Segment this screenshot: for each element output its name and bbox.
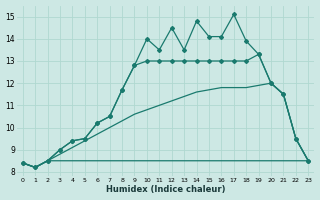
X-axis label: Humidex (Indice chaleur): Humidex (Indice chaleur) bbox=[106, 185, 225, 194]
